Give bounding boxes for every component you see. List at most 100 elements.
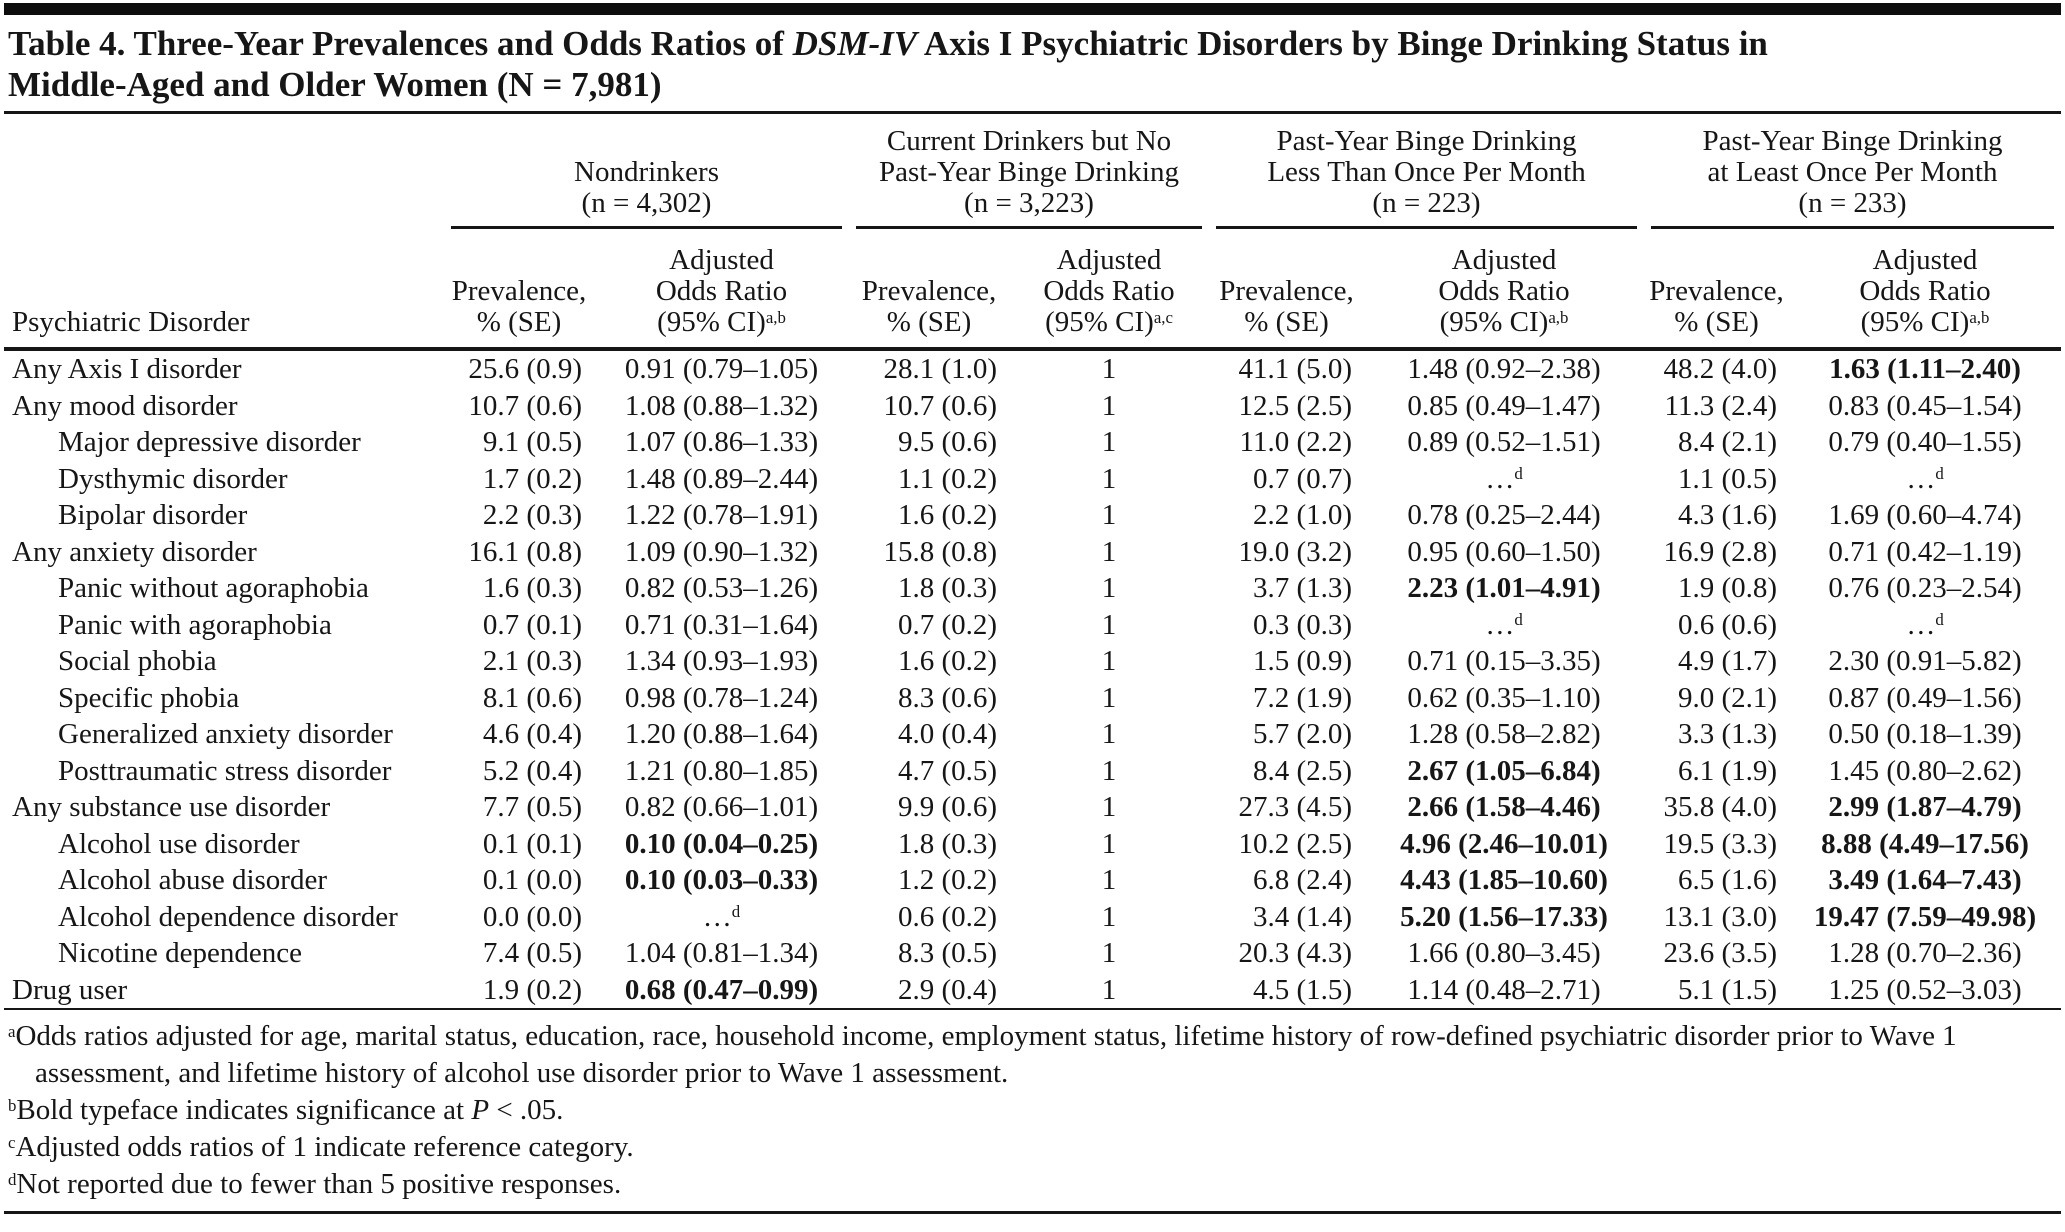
group-header-row: Nondrinkers (n = 4,302) Current Drinkers b… xyxy=(4,114,2061,229)
prevalence-cell: 7.2 (1.9) xyxy=(1252,681,1353,714)
odds-ratio-cell: 1 xyxy=(1101,900,1117,933)
odds-ratio-cell: 4.96 (2.46–10.01) xyxy=(1400,827,1608,860)
odds-ratio-cell: …d xyxy=(702,900,741,933)
prevalence-cell: 1.8 (0.3) xyxy=(897,572,998,604)
prevalence-cell: 16.1 (0.8) xyxy=(468,535,582,568)
disorder-label: Drug user xyxy=(4,971,444,1010)
table-row: Major depressive disorder 9.1 (0.5) 1.07 (… xyxy=(4,424,2061,461)
disorder-label: Posttraumatic stress disorder xyxy=(58,754,392,787)
footnote-marker: d xyxy=(8,1169,17,1189)
prevalence-cell: 0.1 (0.1) xyxy=(482,827,582,860)
prevalence-header: Prevalence,% (SE) xyxy=(444,229,594,351)
odds-ratio-cell: 1.08 (0.88–1.32) xyxy=(624,389,819,422)
prevalence-cell: 0.6 (0.2) xyxy=(897,900,998,933)
column-group-header: Current Drinkers but No Past-Year Binge D… xyxy=(849,114,1209,229)
prevalence-cell: 4.3 (1.6) xyxy=(1677,499,1778,531)
odds-ratio-cell: 1.22 (0.78–1.91) xyxy=(624,499,819,531)
footnote-marker: a,b xyxy=(765,307,786,327)
prevalence-cell: 4.6 (0.4) xyxy=(482,718,582,750)
odds-ratio-cell: 0.83 (0.45–1.54) xyxy=(1828,389,2022,422)
odds-ratio-cell: 0.85 (0.49–1.47) xyxy=(1407,389,1601,422)
prevalence-cell: 0.3 (0.3) xyxy=(1252,608,1353,641)
prevalence-cell: 1.6 (0.3) xyxy=(482,572,582,604)
odds-ratio-cell: 2.66 (1.58–4.46) xyxy=(1407,791,1601,823)
footnote-marker: b xyxy=(8,1095,17,1115)
table-row: Bipolar disorder 2.2 (0.3) 1.22 (0.78–1.91… xyxy=(4,497,2061,534)
odds-ratio-cell: 1 xyxy=(1101,645,1117,677)
prevalence-cell: 3.4 (1.4) xyxy=(1252,900,1353,933)
odds-ratio-cell: 0.71 (0.31–1.64) xyxy=(624,608,819,641)
odds-ratio-header: Adjusted Odds Ratio (95% CI)a,c xyxy=(1009,229,1210,351)
prevalence-cell: 2.2 (1.0) xyxy=(1252,499,1353,531)
bottom-rule xyxy=(4,1211,2061,1214)
prevalence-cell: 7.4 (0.5) xyxy=(482,937,582,969)
prevalence-cell: 6.1 (1.9) xyxy=(1677,754,1778,787)
odds-ratio-cell: 0.78 (0.25–2.44) xyxy=(1407,499,1601,531)
odds-ratio-cell: 1.69 (0.60–4.74) xyxy=(1828,499,2022,531)
prevalence-cell: 35.8 (4.0) xyxy=(1663,791,1778,823)
table-row: Panic without agoraphobia 1.6 (0.3) 0.82 (… xyxy=(4,570,2061,607)
prevalence-cell: 41.1 (5.0) xyxy=(1238,353,1353,385)
odds-ratio-cell: 1.45 (0.80–2.62) xyxy=(1828,754,2022,787)
odds-ratio-cell: 1.34 (0.93–1.93) xyxy=(624,645,819,677)
odds-ratio-cell: 1 xyxy=(1101,535,1117,568)
prevalence-cell: 0.1 (0.0) xyxy=(482,864,582,896)
disorder-label: Alcohol dependence disorder xyxy=(58,900,398,933)
prevalence-cell: 1.1 (0.2) xyxy=(897,462,998,495)
prevalence-cell: 3.7 (1.3) xyxy=(1252,572,1353,604)
column-group-header: Nondrinkers (n = 4,302) xyxy=(444,114,849,229)
prevalence-cell: 3.3 (1.3) xyxy=(1677,718,1778,750)
prevalence-cell: 28.1 (1.0) xyxy=(883,353,998,385)
odds-ratio-header: Adjusted Odds Ratio (95% CI)a,b xyxy=(1364,229,1645,351)
odds-ratio-cell: 0.10 (0.03–0.33) xyxy=(624,864,819,896)
table-row: Alcohol abuse disorder 0.1 (0.0) 0.10 (0.0… xyxy=(4,862,2061,899)
odds-ratio-cell: 1.66 (0.80–3.45) xyxy=(1407,937,1601,969)
disorder-label: Bipolar disorder xyxy=(58,499,248,531)
table-title: Table 4. Three-Year Prevalences and Odds… xyxy=(4,23,2061,105)
odds-ratio-cell: 1.14 (0.48–2.71) xyxy=(1364,971,1645,1010)
prevalence-cell: 25.6 (0.9) xyxy=(468,353,582,385)
prevalence-cell: 48.2 (4.0) xyxy=(1663,353,1778,385)
odds-ratio-cell: 0.50 (0.18–1.39) xyxy=(1828,718,2022,750)
data-table: Nondrinkers (n = 4,302) Current Drinkers b… xyxy=(4,114,2062,1010)
prevalence-cell: 5.7 (2.0) xyxy=(1252,718,1353,750)
prevalence-cell: 10.7 (0.6) xyxy=(883,389,998,422)
table-row: Drug user 1.9 (0.2) 0.68 (0.47–0.99) 2.9 (0… xyxy=(4,971,2062,1010)
sub-header-row: Psychiatric Disorder Prevalence,% (SE) Ad… xyxy=(4,229,2062,351)
odds-ratio-cell: 0.10 (0.04–0.25) xyxy=(624,827,819,860)
odds-ratio-cell: 2.67 (1.05–6.84) xyxy=(1407,754,1601,787)
stub-header: Psychiatric Disorder xyxy=(4,229,444,351)
prevalence-cell: 1.6 (0.2) xyxy=(897,499,998,531)
table-row: Panic with agoraphobia 0.7 (0.1) 0.71 (0.3… xyxy=(4,607,2061,644)
table-row: Any Axis I disorder 25.6 (0.9) 0.91 (0.79–… xyxy=(4,349,2061,388)
prevalence-cell: 7.7 (0.5) xyxy=(482,791,582,823)
odds-ratio-cell: 1 xyxy=(1009,971,1210,1010)
stub-spacer xyxy=(4,114,444,229)
prevalence-cell: 27.3 (4.5) xyxy=(1238,791,1353,823)
odds-ratio-cell: 0.82 (0.66–1.01) xyxy=(624,791,819,823)
odds-ratio-cell: 1.04 (0.81–1.34) xyxy=(624,937,819,969)
prevalence-cell: 4.5 (1.5) xyxy=(1209,971,1365,1010)
prevalence-cell: 6.8 (2.4) xyxy=(1252,864,1353,896)
prevalence-cell: 12.5 (2.5) xyxy=(1238,389,1353,422)
odds-ratio-cell: …d xyxy=(1906,462,1944,495)
column-group-header: Past-Year Binge Drinking Less Than Once P… xyxy=(1209,114,1644,229)
disorder-label: Generalized anxiety disorder xyxy=(58,718,393,750)
odds-ratio-cell: 1.07 (0.86–1.33) xyxy=(624,426,819,458)
prevalence-cell: 0.7 (0.2) xyxy=(897,608,998,641)
prevalence-cell: 4.9 (1.7) xyxy=(1677,645,1778,677)
odds-ratio-cell: 1.48 (0.89–2.44) xyxy=(624,462,819,495)
disorder-label: Dysthymic disorder xyxy=(58,462,288,495)
odds-ratio-cell: 1 xyxy=(1101,827,1117,860)
prevalence-cell: 8.3 (0.6) xyxy=(897,681,998,714)
disorder-label: Any anxiety disorder xyxy=(12,535,257,568)
odds-ratio-cell: 1.48 (0.92–2.38) xyxy=(1407,353,1601,385)
odds-ratio-cell: 1 xyxy=(1101,389,1117,422)
odds-ratio-cell: …d xyxy=(1906,608,1944,641)
footnote-marker: a xyxy=(8,1021,16,1041)
odds-ratio-cell: 1 xyxy=(1101,426,1117,458)
prevalence-cell: 0.7 (0.1) xyxy=(482,608,582,641)
footnote-marker: d xyxy=(1514,464,1523,484)
title-italic-dsm: DSM-IV xyxy=(792,24,918,63)
odds-ratio-cell: 2.23 (1.01–4.91) xyxy=(1407,572,1601,604)
